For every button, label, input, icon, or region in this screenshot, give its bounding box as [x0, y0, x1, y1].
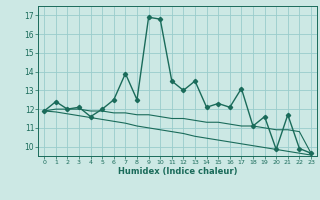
X-axis label: Humidex (Indice chaleur): Humidex (Indice chaleur) — [118, 167, 237, 176]
